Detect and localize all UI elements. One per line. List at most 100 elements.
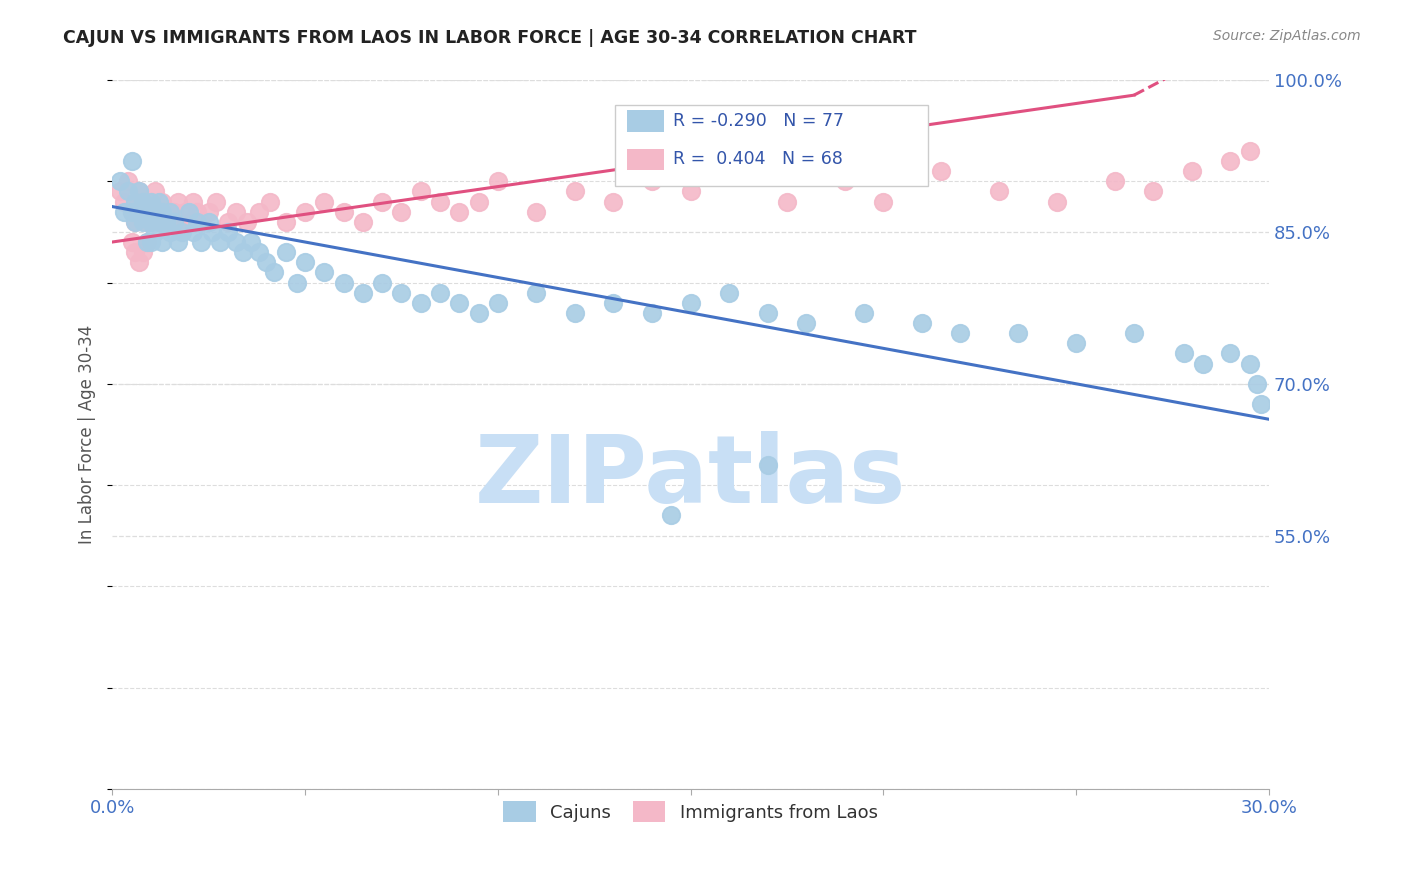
- Point: [190, 235, 212, 249]
- Point: [181, 225, 204, 239]
- Point: [136, 204, 159, 219]
- Point: [371, 194, 394, 209]
- Point: [256, 255, 278, 269]
- Point: [124, 194, 146, 209]
- Point: [486, 295, 509, 310]
- Point: [225, 235, 247, 249]
- Point: [872, 194, 894, 209]
- Point: [163, 215, 186, 229]
- Point: [1246, 376, 1268, 391]
- Point: [166, 194, 188, 209]
- FancyBboxPatch shape: [627, 111, 664, 132]
- Point: [148, 215, 170, 229]
- Point: [143, 204, 166, 219]
- Point: [391, 204, 413, 219]
- Point: [136, 204, 159, 219]
- Point: [136, 235, 159, 249]
- Point: [132, 194, 155, 209]
- Point: [274, 215, 297, 229]
- Point: [332, 276, 354, 290]
- Point: [186, 204, 208, 219]
- Point: [659, 508, 682, 523]
- Point: [756, 306, 779, 320]
- Point: [190, 215, 212, 229]
- Text: ZIPatlas: ZIPatlas: [475, 431, 907, 523]
- Point: [409, 185, 432, 199]
- Point: [150, 235, 173, 249]
- Point: [352, 285, 374, 300]
- Legend: Cajuns, Immigrants from Laos: Cajuns, Immigrants from Laos: [496, 794, 884, 830]
- Point: [143, 185, 166, 199]
- Point: [132, 215, 155, 229]
- Point: [776, 194, 799, 209]
- Point: [166, 235, 188, 249]
- Point: [124, 215, 146, 229]
- Point: [179, 215, 201, 229]
- Point: [449, 295, 471, 310]
- Point: [1064, 336, 1087, 351]
- Point: [679, 185, 702, 199]
- Point: [236, 215, 259, 229]
- Point: [170, 215, 193, 229]
- Point: [128, 185, 150, 199]
- Point: [163, 204, 186, 219]
- Point: [132, 204, 155, 219]
- Point: [139, 215, 162, 229]
- Point: [294, 255, 316, 269]
- Point: [201, 225, 224, 239]
- Point: [679, 295, 702, 310]
- Point: [1192, 357, 1215, 371]
- Point: [259, 194, 281, 209]
- Point: [263, 265, 285, 279]
- Point: [486, 174, 509, 188]
- Point: [602, 194, 624, 209]
- Point: [121, 153, 143, 168]
- Point: [274, 245, 297, 260]
- Point: [159, 204, 181, 219]
- Point: [988, 185, 1011, 199]
- Point: [155, 215, 177, 229]
- Point: [1007, 326, 1029, 340]
- Point: [117, 174, 139, 188]
- Point: [159, 225, 181, 239]
- Point: [1219, 346, 1241, 360]
- Point: [132, 194, 155, 209]
- Point: [186, 215, 208, 229]
- Point: [429, 194, 451, 209]
- Point: [1239, 144, 1261, 158]
- Point: [128, 185, 150, 199]
- Point: [467, 194, 489, 209]
- Point: [294, 204, 316, 219]
- Point: [132, 245, 155, 260]
- Point: [449, 204, 471, 219]
- Point: [1181, 164, 1204, 178]
- Point: [124, 245, 146, 260]
- Point: [159, 215, 181, 229]
- Point: [128, 204, 150, 219]
- Point: [1239, 357, 1261, 371]
- Text: R =  0.404   N = 68: R = 0.404 N = 68: [673, 151, 844, 169]
- Point: [121, 204, 143, 219]
- Text: CAJUN VS IMMIGRANTS FROM LAOS IN LABOR FORCE | AGE 30-34 CORRELATION CHART: CAJUN VS IMMIGRANTS FROM LAOS IN LABOR F…: [63, 29, 917, 46]
- Point: [1046, 194, 1069, 209]
- Point: [718, 285, 741, 300]
- Point: [155, 204, 177, 219]
- Point: [139, 235, 162, 249]
- Point: [225, 204, 247, 219]
- Point: [112, 194, 135, 209]
- Point: [139, 194, 162, 209]
- Point: [1104, 174, 1126, 188]
- Text: Source: ZipAtlas.com: Source: ZipAtlas.com: [1213, 29, 1361, 43]
- Point: [143, 204, 166, 219]
- Point: [124, 215, 146, 229]
- Point: [794, 316, 817, 330]
- Point: [136, 235, 159, 249]
- Point: [391, 285, 413, 300]
- Point: [121, 204, 143, 219]
- Point: [197, 204, 219, 219]
- Point: [143, 225, 166, 239]
- Point: [181, 194, 204, 209]
- Point: [150, 204, 173, 219]
- Point: [108, 174, 131, 188]
- Y-axis label: In Labor Force | Age 30-34: In Labor Force | Age 30-34: [79, 325, 96, 544]
